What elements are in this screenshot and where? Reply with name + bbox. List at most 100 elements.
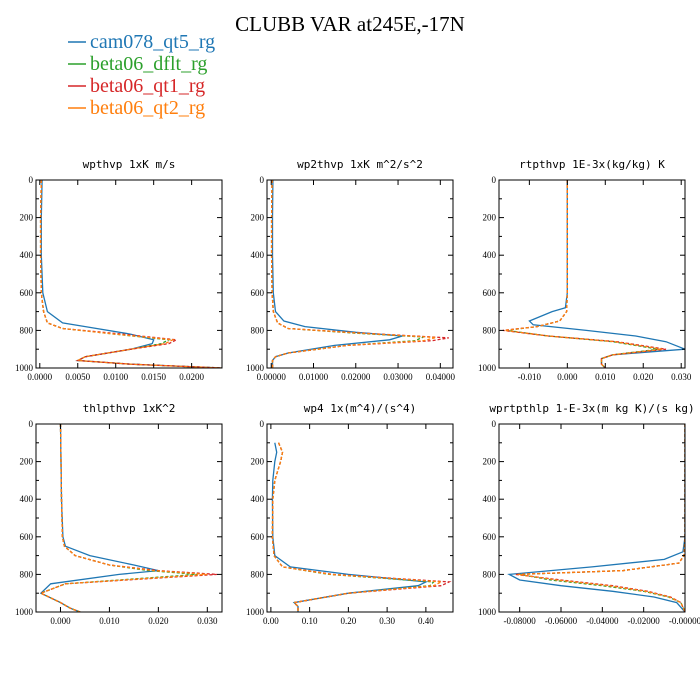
y-tick-label: 0	[29, 175, 34, 185]
x-tick-label: 0.02000	[341, 372, 371, 382]
x-tick-label: -0.08000	[504, 616, 537, 626]
x-tick-label: 0.04000	[426, 372, 456, 382]
x-tick-label: 0.0050	[65, 372, 90, 382]
series-group	[502, 180, 685, 368]
y-tick-label: 400	[251, 494, 265, 504]
series-group	[270, 180, 449, 368]
series-line-cam078_qt5_rg	[40, 180, 222, 368]
y-tick-label: 0	[260, 419, 265, 429]
legend-entry-beta06_qt1_rg: beta06_qt1_rg	[68, 75, 205, 97]
x-tick-label: 0.0100	[103, 372, 128, 382]
x-tick-label: 0.020	[148, 616, 169, 626]
y-tick-label: 800	[20, 569, 34, 579]
series-line-beta06_dflt_rg	[506, 180, 659, 368]
y-tick-label: 0	[29, 419, 34, 429]
y-tick-label: 1000	[15, 607, 34, 617]
y-tick-label: 800	[483, 569, 497, 579]
x-tick-label: 0.0150	[141, 372, 166, 382]
x-tick-label: 0.010	[595, 372, 616, 382]
y-tick-label: 200	[483, 213, 497, 223]
panel-title: rtpthvp 1E-3x(kg/kg) K	[519, 158, 665, 171]
x-tick-label: 0.030	[671, 372, 692, 382]
x-tick-label: -0.04000	[586, 616, 619, 626]
panel-frame	[35, 423, 223, 613]
y-tick-label: 1000	[478, 363, 497, 373]
x-tick-label: 0.40	[418, 616, 434, 626]
legend-label: cam078_qt5_rg	[90, 31, 215, 53]
y-tick-label: 800	[251, 569, 265, 579]
series-line-beta06_qt2_rg	[517, 424, 685, 612]
y-tick-label: 600	[483, 288, 497, 298]
series-line-beta06_qt1_rg	[39, 180, 222, 368]
series-line-beta06_qt2_rg	[504, 180, 663, 368]
y-tick-label: 400	[483, 250, 497, 260]
y-tick-label: 800	[251, 325, 265, 335]
y-tick-label: 1000	[246, 607, 265, 617]
y-tick-label: 400	[483, 494, 497, 504]
panel-title: wp4 1x(m^4)/(s^4)	[304, 402, 417, 415]
y-tick-label: 1000	[246, 363, 265, 373]
y-tick-label: 200	[20, 213, 34, 223]
panel-frame	[266, 423, 454, 613]
y-tick-label: 200	[251, 457, 265, 467]
y-tick-label: 0	[492, 175, 497, 185]
y-tick-label: 600	[483, 532, 497, 542]
x-tick-label: 0.020	[633, 372, 654, 382]
series-line-cam078_qt5_rg	[271, 442, 429, 612]
x-tick-label: 0.00000	[257, 372, 287, 382]
x-tick-label: 0.03000	[383, 372, 413, 382]
x-tick-label: -0.06000	[545, 616, 578, 626]
y-tick-label: 200	[20, 457, 34, 467]
y-tick-label: 800	[483, 325, 497, 335]
x-tick-label: 0.000	[557, 372, 578, 382]
panel-title: wpthvp 1xK m/s	[83, 158, 176, 171]
series-line-cam078_qt5_rg	[507, 424, 685, 612]
panel-3: rtpthvp 1E-3x(kg/kg) K 0 200 400 600 800 1000 -…	[478, 158, 692, 382]
x-tick-label: 0.30	[379, 616, 395, 626]
x-tick-label: 0.0000	[27, 372, 52, 382]
legend-entry-beta06_qt2_rg: beta06_qt2_rg	[68, 97, 205, 119]
series-group	[271, 442, 452, 612]
series-line-beta06_dflt_rg	[39, 424, 198, 612]
y-tick-label: 0	[260, 175, 265, 185]
legend-label: beta06_dflt_rg	[90, 53, 207, 75]
y-tick-label: 400	[20, 250, 34, 260]
x-tick-label: 0.00	[263, 616, 279, 626]
series-line-beta06_dflt_rg	[270, 180, 424, 368]
series-line-beta06_qt1_rg	[271, 442, 452, 612]
series-line-beta06_qt1_rg	[270, 180, 449, 368]
series-line-beta06_qt1_rg	[515, 424, 685, 612]
legend-entry-cam078_qt5_rg: cam078_qt5_rg	[68, 31, 215, 53]
panel-6: wprtpthlp 1-E-3x(m kg K)/(s kg) 0 200 400 60…	[478, 402, 700, 626]
x-tick-label: 0.10	[302, 616, 318, 626]
panel-title: wprtpthlp 1-E-3x(m kg K)/(s kg)	[489, 402, 694, 415]
panel-frame	[35, 179, 223, 369]
y-tick-label: 200	[251, 213, 265, 223]
series-line-beta06_qt2_rg	[270, 180, 437, 368]
series-line-cam078_qt5_rg	[528, 180, 685, 368]
series-group	[39, 180, 222, 368]
x-tick-label: 0.20	[341, 616, 357, 626]
series-line-beta06_qt2_rg	[39, 424, 208, 612]
legend-label: beta06_qt2_rg	[90, 97, 205, 119]
figure-title: CLUBB VAR at245E,-17N	[235, 12, 465, 36]
y-tick-label: 1000	[478, 607, 497, 617]
series-line-beta06_dflt_rg	[39, 180, 222, 368]
series-group	[39, 424, 218, 612]
legend-entry-beta06_dflt_rg: beta06_dflt_rg	[68, 53, 207, 75]
panel-4: thlpthvp 1xK^2 0 200 400 600 800 1000 0.000 0.01…	[15, 402, 223, 626]
y-tick-label: 600	[251, 288, 265, 298]
y-tick-label: 400	[251, 250, 265, 260]
y-tick-label: 600	[20, 532, 34, 542]
x-tick-label: 0.000	[50, 616, 71, 626]
series-line-cam078_qt5_rg	[39, 424, 159, 612]
y-tick-label: 200	[483, 457, 497, 467]
x-tick-label: -0.010	[518, 372, 542, 382]
legend-label: beta06_qt1_rg	[90, 75, 205, 97]
x-tick-label: 0.01000	[299, 372, 329, 382]
y-tick-label: 600	[251, 532, 265, 542]
